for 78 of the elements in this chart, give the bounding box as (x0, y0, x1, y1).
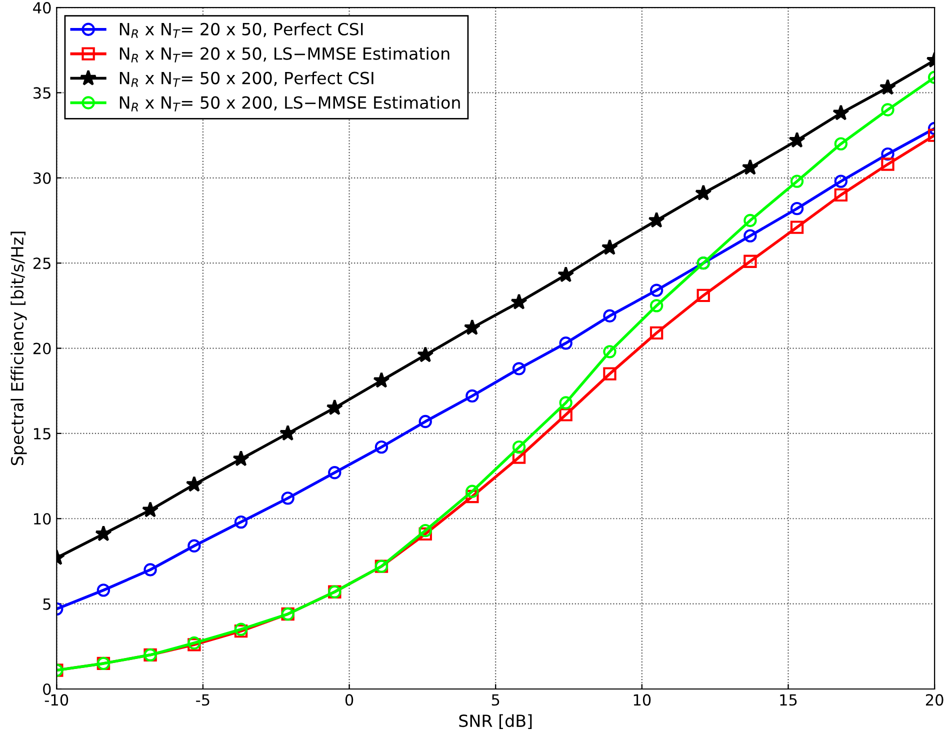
point (742, 158, 759, 175)
x-tick-label: 5 (492, 694, 500, 706)
point (464, 319, 480, 336)
point (603, 309, 616, 322)
point (790, 202, 804, 216)
point (834, 137, 848, 150)
y-axis-title: Spectral Efficiency [bit/s/Hz] (10, 232, 27, 466)
y-tick-label: 0 (43, 683, 51, 696)
point (650, 299, 664, 312)
point (328, 466, 342, 480)
point (512, 362, 526, 376)
y-tick-label: 10 (34, 513, 51, 525)
point (559, 396, 572, 410)
point (418, 524, 432, 538)
point (142, 501, 159, 518)
x-tick-label: 10 (634, 694, 651, 706)
y-tick-label: 20 (33, 342, 51, 354)
x-tick-label: 20 (926, 694, 944, 706)
point (650, 326, 664, 340)
point (744, 229, 757, 242)
point (650, 284, 664, 297)
x-tick-label: -5 (196, 694, 210, 706)
point (696, 288, 710, 302)
y-tick-label: 15 (34, 428, 50, 440)
point (790, 174, 804, 188)
point (788, 132, 806, 148)
y-tick-label: 5 (43, 598, 50, 610)
point (510, 294, 528, 310)
point (466, 389, 479, 403)
point (512, 440, 526, 454)
y-tick-label: 30 (34, 172, 51, 184)
point (648, 212, 665, 228)
point (96, 584, 110, 597)
point (832, 104, 850, 120)
point (559, 408, 572, 422)
legend-label: N$_{R}$ x N$_{T}$= 50 x 200, LS−MMSE Estimation (120, 96, 460, 112)
point (603, 367, 616, 380)
point (695, 184, 712, 200)
point (144, 563, 157, 576)
point (834, 174, 848, 188)
point (603, 345, 616, 358)
x-tick-label: 0 (345, 694, 354, 706)
legend-label: N$_{R}$ x N$_{T}$= 50 x 200, Perfect CSI (120, 71, 374, 87)
y-tick-label: 25 (33, 258, 50, 270)
point (373, 372, 390, 388)
x-axis-title: SNR [dB] (459, 714, 532, 730)
point (834, 188, 848, 202)
point (232, 450, 250, 466)
x-tick-label: 15 (780, 694, 797, 706)
point (790, 220, 804, 234)
point (558, 266, 574, 282)
point (418, 527, 432, 541)
point (881, 158, 894, 171)
point (374, 440, 388, 454)
point (417, 346, 434, 362)
point (881, 147, 894, 161)
point (418, 414, 432, 428)
point (601, 239, 618, 255)
point (234, 515, 248, 529)
point (186, 476, 202, 492)
point (512, 450, 526, 464)
y-tick-label: 40 (33, 2, 51, 14)
point (744, 214, 757, 228)
point (466, 490, 479, 504)
point (326, 399, 343, 416)
point (559, 336, 572, 350)
point (466, 484, 479, 498)
point (881, 103, 894, 116)
point (879, 78, 896, 95)
point (95, 525, 112, 542)
point (281, 492, 294, 505)
legend-label: N$_{R}$ x N$_{T}$= 20 x 50, Perfect CSI (120, 22, 363, 38)
legend-label: N$_{R}$ x N$_{T}$= 20 x 50, LS−MMSE Estimation (120, 46, 450, 62)
point (280, 424, 296, 441)
x-tick-label: -10 (44, 694, 68, 706)
point (188, 539, 201, 552)
y-tick-label: 35 (34, 87, 50, 99)
point (744, 254, 757, 268)
